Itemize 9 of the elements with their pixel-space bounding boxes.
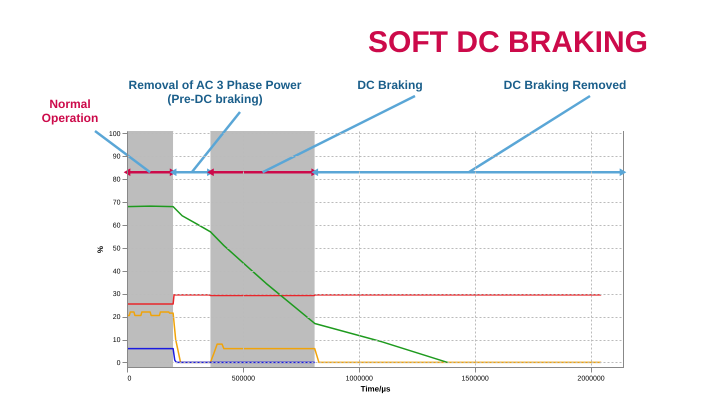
band-label: Removal of AC 3 Phase Power (Pre-DC braking) <box>128 78 302 106</box>
line-series <box>127 311 602 364</box>
band-label: DC Braking Removed <box>504 78 626 92</box>
chart-title: SOFT DC BRAKING <box>368 26 648 59</box>
y-axis-title: % <box>96 246 105 254</box>
band-label: DC Braking <box>357 78 423 92</box>
band-label: Normal Operation <box>42 97 98 125</box>
x-axis-title: Time/µs <box>360 384 391 394</box>
line-series <box>127 205 448 364</box>
